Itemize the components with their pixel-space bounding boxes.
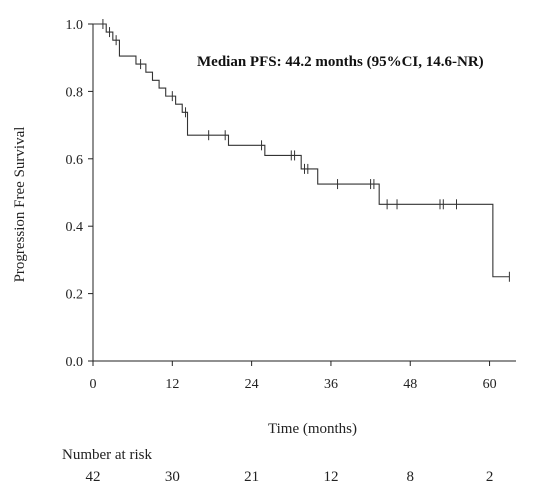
x-ticks: 0 12 24 36 48 60 bbox=[90, 361, 497, 392]
censor-marks bbox=[102, 19, 510, 282]
x-tick-label: 60 bbox=[483, 377, 497, 392]
y-tick-label: 0.0 bbox=[66, 355, 84, 370]
risk-count: 8 bbox=[407, 469, 415, 485]
y-axis-title: Progression Free Survival bbox=[12, 127, 28, 283]
risk-table-counts: 42 30 21 12 8 2 bbox=[86, 469, 494, 485]
x-tick-label: 36 bbox=[324, 377, 338, 392]
survival-series bbox=[93, 23, 510, 278]
x-axis-title: Time (months) bbox=[268, 421, 357, 437]
risk-count: 12 bbox=[323, 469, 338, 485]
median-pfs-annotation: Median PFS: 44.2 months (95%CI, 14.6-NR) bbox=[197, 54, 484, 70]
risk-count: 42 bbox=[86, 469, 101, 485]
survival-step-line bbox=[93, 23, 510, 278]
y-tick-label: 0.6 bbox=[66, 153, 84, 168]
risk-table-title: Number at risk bbox=[62, 447, 152, 463]
x-tick-label: 24 bbox=[245, 377, 259, 392]
y-tick-label: 0.8 bbox=[66, 85, 84, 100]
x-tick-label: 0 bbox=[90, 377, 97, 392]
risk-count: 2 bbox=[486, 469, 494, 485]
axes bbox=[92, 24, 516, 362]
y-ticks: 0.0 0.2 0.4 0.6 0.8 1.0 bbox=[66, 18, 93, 370]
y-tick-label: 0.4 bbox=[66, 220, 84, 235]
risk-count: 30 bbox=[165, 469, 180, 485]
y-tick-label: 0.2 bbox=[66, 288, 84, 303]
y-tick-label: 1.0 bbox=[66, 18, 84, 33]
risk-count: 21 bbox=[244, 469, 259, 485]
x-tick-label: 48 bbox=[403, 377, 417, 392]
x-tick-label: 12 bbox=[165, 377, 179, 392]
